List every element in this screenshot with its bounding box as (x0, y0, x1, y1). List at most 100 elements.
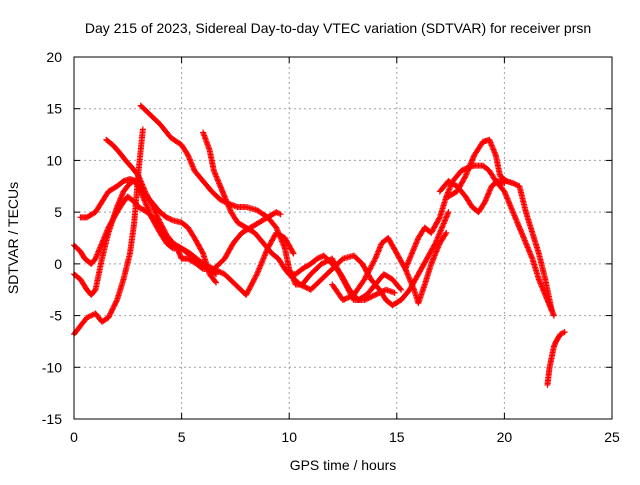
series-track-6 (103, 136, 220, 278)
data-point (114, 183, 121, 190)
data-point (318, 276, 325, 283)
data-point (243, 203, 250, 210)
fill-marker (110, 303, 117, 310)
data-point (415, 271, 422, 278)
data-point (557, 331, 564, 338)
fill-marker (397, 285, 404, 292)
data-point (548, 353, 555, 360)
data-point (337, 271, 344, 278)
fill-marker (108, 307, 115, 314)
fill-marker (299, 282, 306, 289)
data-point (443, 229, 450, 236)
data-point (105, 314, 112, 321)
data-point (529, 255, 536, 262)
data-point (275, 255, 282, 262)
data-point (243, 291, 250, 298)
data-point (428, 229, 435, 236)
data-point (378, 240, 385, 247)
data-point (436, 240, 443, 247)
data-point (391, 289, 398, 296)
data-point (497, 172, 504, 179)
data-point (217, 196, 224, 203)
fill-marker (298, 282, 305, 289)
data-point (206, 271, 213, 278)
fill-marker (216, 268, 223, 275)
data-point (129, 164, 136, 171)
data-point (105, 224, 112, 231)
data-point (292, 271, 299, 278)
data-point (329, 266, 336, 273)
data-point (116, 149, 123, 156)
fill-marker (168, 216, 175, 223)
data-point (178, 141, 185, 148)
fill-marker (369, 293, 376, 300)
data-point (206, 147, 213, 154)
data-point (445, 193, 452, 200)
data-point (408, 250, 415, 257)
data-point (185, 224, 192, 231)
data-point (114, 209, 121, 216)
data-point (307, 260, 314, 267)
fill-marker (111, 302, 118, 309)
fill-marker (112, 299, 119, 306)
data-point (234, 219, 241, 226)
data-point (200, 129, 207, 136)
x-tick-label: 0 (70, 429, 78, 445)
fill-marker (211, 270, 218, 277)
data-point (92, 255, 99, 262)
fill-marker (370, 292, 377, 299)
data-point (185, 255, 192, 262)
y-tick-label: 15 (46, 101, 62, 117)
fill-marker (303, 284, 310, 291)
data-point (398, 297, 405, 304)
x-tick-label: 10 (281, 429, 297, 445)
data-point (445, 178, 452, 185)
data-point (228, 209, 235, 216)
y-tick-label: -10 (42, 359, 62, 375)
data-point (307, 271, 314, 278)
data-point (492, 152, 499, 159)
data-point (329, 255, 336, 262)
data-point (238, 229, 245, 236)
data-point (217, 183, 224, 190)
data-point (137, 102, 144, 109)
data-point (421, 281, 428, 288)
data-point (423, 255, 430, 262)
data-point (221, 255, 228, 262)
fill-marker (108, 309, 115, 316)
fill-marker (107, 310, 114, 317)
data-point (462, 193, 469, 200)
fill-marker (442, 231, 449, 238)
fill-marker (344, 295, 351, 302)
data-point (200, 178, 207, 185)
chart-title: Day 215 of 2023, Sidereal Day-to-day VTE… (85, 20, 591, 36)
data-point (428, 260, 435, 267)
fill-marker (199, 265, 206, 272)
data-point (178, 245, 185, 252)
fill-marker (461, 174, 468, 181)
fill-marker (289, 249, 296, 256)
data-point (363, 291, 370, 298)
data-point (243, 224, 250, 231)
data-point (561, 329, 568, 336)
data-point (436, 188, 443, 195)
fill-marker (373, 291, 380, 298)
data-point (98, 198, 105, 205)
data-point (411, 286, 418, 293)
fill-marker (436, 215, 443, 222)
fill-marker (321, 259, 328, 266)
fill-marker (106, 311, 113, 318)
x-tick-label: 15 (389, 429, 405, 445)
data-point (88, 291, 95, 298)
data-point (402, 266, 409, 273)
fill-marker (348, 293, 355, 300)
data-point (139, 126, 146, 133)
fill-marker (346, 293, 353, 300)
data-point (200, 260, 207, 267)
data-point (135, 172, 142, 179)
data-point (131, 198, 138, 205)
data-point (380, 271, 387, 278)
data-point (385, 235, 392, 241)
data-point (273, 229, 280, 236)
data-point (264, 214, 271, 221)
